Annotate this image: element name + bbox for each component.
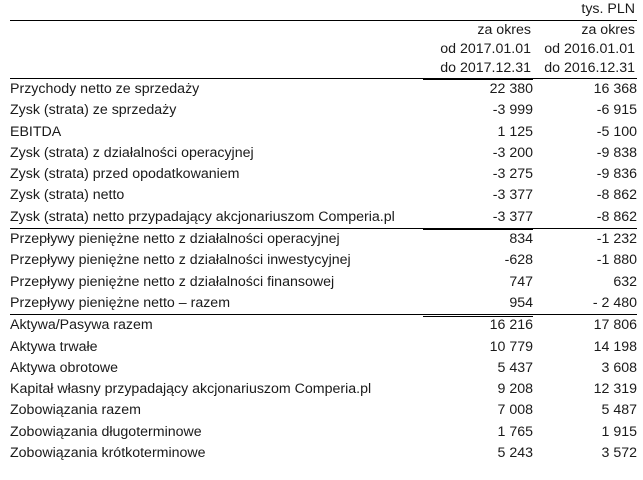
row-value-col2: 632	[613, 273, 637, 290]
table-row: Zobowiązania długoterminowe 1 765 1 915	[10, 422, 637, 443]
row-label: Kapitał własny przypadający akcjonariusz…	[10, 381, 372, 398]
row-value-col2: -9 836	[596, 166, 637, 183]
table-row: Zobowiązania krótkoterminowe 5 243 3 572	[10, 443, 637, 464]
row-label: Przepływy pieniężne netto – razem	[10, 292, 423, 316]
row-value-col1: 1 125	[497, 123, 533, 140]
row-value-col1: 16 216	[489, 317, 533, 334]
row-label: EBITDA	[10, 123, 62, 140]
row-label: Zobowiązania krótkoterminowe	[10, 445, 206, 462]
row-value-col1: 10 779	[489, 338, 533, 355]
table-row: Aktywa trwałe 10 779 14 198	[10, 337, 637, 358]
table-row: Przychody netto ze sprzedaży 22 380 16 368	[10, 79, 637, 101]
row-label: Zysk (strata) netto	[10, 187, 125, 204]
row-label: Zysk (strata) z działalności operacyjnej	[10, 144, 254, 161]
row-value-col1: 834	[509, 231, 533, 248]
table-row: Kapitał własny przypadający akcjonariusz…	[10, 379, 637, 400]
row-value-col2: -5 100	[596, 123, 637, 140]
row-value-col1: 1 765	[497, 423, 533, 440]
row-value-col2: 14 198	[593, 338, 637, 355]
table-row: Zysk (strata) z działalności operacyjnej…	[10, 143, 637, 164]
row-label: Przepływy pieniężne netto z działalności…	[10, 231, 340, 248]
row-value-col2: -1 232	[596, 231, 637, 248]
row-value-col1: -3 200	[492, 144, 533, 161]
header-col-2-line1: za okres	[581, 22, 635, 38]
row-value-col1: -3 377	[423, 206, 533, 231]
table-row: Przepływy pieniężne netto z działalności…	[10, 272, 637, 293]
row-label: Zobowiązania długoterminowe	[10, 423, 202, 440]
row-value-col2: 5 487	[601, 402, 637, 419]
row-label: Zysk (strata) przed opodatkowaniem	[10, 166, 240, 183]
header-col-2-line3: do 2016.12.31	[533, 59, 637, 79]
row-value-col2: -8 862	[596, 187, 637, 204]
row-value-col2: -8 862	[533, 206, 637, 230]
row-label: Zysk (strata) netto przypadający akcjona…	[10, 206, 423, 230]
row-value-col2: 3 572	[601, 445, 637, 462]
row-label: Aktywa obrotowe	[10, 359, 119, 376]
header-row: od 2017.01.01 od 2016.01.01	[10, 40, 637, 59]
table-row: Zysk (strata) netto przypadający akcjona…	[10, 206, 637, 231]
header-col-1-line2: od 2017.01.01	[440, 41, 531, 57]
row-label: Przepływy pieniężne netto z działalności…	[10, 252, 351, 269]
financial-summary-table: tys. PLN za okres za okres od 2017.01.01 od …	[10, 0, 637, 464]
header-row: za okres za okres	[10, 21, 637, 41]
row-label: Zobowiązania razem	[10, 402, 141, 419]
row-value-col2: -6 915	[596, 102, 637, 119]
row-value-col1: 954	[423, 292, 533, 317]
row-value-col1: -3 275	[492, 166, 533, 183]
table-row: Zysk (strata) netto -3 377 -8 862	[10, 185, 637, 206]
table-row: EBITDA 1 125 -5 100	[10, 122, 637, 143]
table-row: Przepływy pieniężne netto z działalności…	[10, 250, 637, 271]
row-value-col2: - 2 480	[533, 292, 637, 316]
row-value-col1: 9 208	[497, 381, 533, 398]
header-col-2-line2: od 2016.01.01	[544, 41, 635, 57]
row-value-col1: 5 437	[497, 359, 533, 376]
header-label-blank	[10, 59, 423, 79]
row-value-col1: 5 243	[497, 445, 533, 462]
row-label: Przychody netto ze sprzedaży	[10, 81, 200, 97]
row-label: Aktywa trwałe	[10, 338, 98, 355]
header-label-blank	[10, 21, 423, 41]
row-label: Zysk (strata) ze sprzedaży	[10, 102, 177, 119]
table-row: Przepływy pieniężne netto – razem 954- 2 …	[10, 292, 637, 317]
row-value-col2: 3 608	[601, 359, 637, 376]
row-value-col2: 17 806	[593, 317, 637, 334]
row-value-col2: -1 880	[596, 252, 637, 269]
table-row: Zysk (strata) przed opodatkowaniem -3 275…	[10, 164, 637, 185]
table-row: Aktywa/Pasywa razem 16 216 17 806	[10, 315, 637, 337]
header-row: do 2017.12.31 do 2016.12.31	[10, 59, 637, 80]
table-row: Przepływy pieniężne netto z działalności…	[10, 229, 637, 251]
row-value-col2: 1 915	[601, 423, 637, 440]
row-value-col1: -3 999	[492, 102, 533, 119]
unit-spacer	[10, 0, 423, 21]
row-value-col2: 16 368	[593, 81, 637, 97]
financial-table: tys. PLN za okres za okres od 2017.01.01 od …	[10, 0, 637, 464]
table-row: Aktywa obrotowe 5 437 3 608	[10, 358, 637, 379]
unit-caption-row: tys. PLN	[10, 0, 637, 21]
header-col-1-line3: do 2017.12.31	[423, 59, 533, 80]
unit-label: tys. PLN	[423, 0, 637, 21]
row-value-col1: 747	[509, 273, 533, 290]
row-label: Przepływy pieniężne netto z działalności…	[10, 273, 335, 290]
header-col-1-line1: za okres	[477, 22, 531, 38]
header-label-blank	[10, 40, 423, 59]
row-value-col2: -9 838	[596, 144, 637, 161]
row-value-col1: -3 377	[492, 187, 533, 204]
row-value-col1: 7 008	[497, 402, 533, 419]
table-row: Zysk (strata) ze sprzedaży -3 999 -6 915	[10, 100, 637, 121]
row-value-col1: -628	[504, 252, 533, 269]
row-value-col1: 22 380	[489, 81, 533, 97]
row-value-col2: 12 319	[593, 381, 637, 398]
row-label: Aktywa/Pasywa razem	[10, 317, 153, 334]
table-row: Zobowiązania razem 7 008 5 487	[10, 400, 637, 421]
